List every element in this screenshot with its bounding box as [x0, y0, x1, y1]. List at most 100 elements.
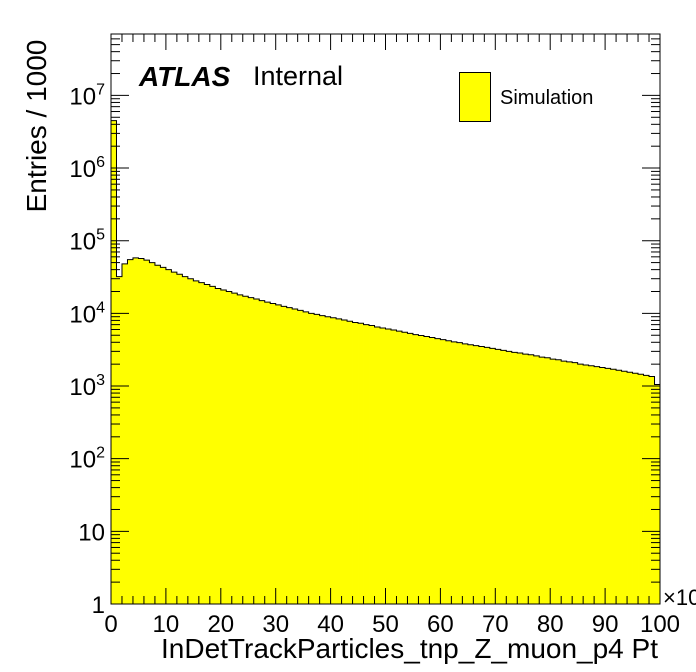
- histogram-bar: [643, 375, 650, 604]
- histogram-bar: [281, 306, 288, 604]
- histogram-bar: [270, 303, 277, 604]
- histogram-bar: [451, 341, 458, 604]
- x-tick-label: 50: [372, 611, 399, 638]
- histogram-bar: [297, 310, 304, 604]
- y-tick-label: 105: [69, 227, 105, 256]
- histogram-bar: [138, 258, 145, 604]
- histogram-bar: [176, 274, 183, 604]
- histogram-bar: [555, 359, 562, 604]
- histogram-bar: [160, 267, 167, 604]
- histogram-bar: [242, 296, 249, 604]
- histogram-bar: [182, 276, 189, 604]
- x-axis-label: InDetTrackParticles_tnp_Z_muon_p4 Pt: [161, 633, 658, 664]
- histogram-bar: [319, 315, 326, 604]
- histogram-bar: [380, 327, 386, 604]
- histogram-bar: [539, 357, 546, 604]
- histogram-bar: [308, 313, 315, 604]
- x-tick-label: 0: [104, 611, 117, 638]
- atlas-label: ATLAS: [139, 61, 231, 92]
- histogram-bar: [116, 276, 123, 604]
- x-tick-label: 10: [153, 611, 180, 638]
- histogram-bar: [253, 298, 260, 604]
- histogram-bar: [325, 316, 331, 604]
- histogram-bar: [550, 359, 557, 604]
- histogram-bar: [533, 355, 540, 604]
- y-tick-label: 107: [69, 81, 105, 110]
- x-tick-labels: 0 10 20 30 40 50 60 70 80 90 100: [104, 611, 680, 638]
- histogram-bar: [500, 350, 507, 604]
- histogram-bar: [275, 304, 282, 604]
- histogram-bar: [638, 374, 644, 604]
- y-tick-label: 104: [69, 299, 105, 328]
- histogram-bar: [440, 339, 447, 604]
- x-tick-label: 100: [640, 611, 680, 638]
- histogram-bar: [259, 300, 266, 604]
- histogram-step-line: [110, 120, 661, 604]
- histogram-bar: [220, 289, 227, 604]
- histogram-bar: [132, 257, 139, 604]
- histogram-bar: [215, 288, 222, 604]
- histogram-bar: [401, 332, 408, 604]
- histogram-bar: [566, 361, 573, 604]
- histogram-bar: [445, 340, 452, 604]
- histogram-bar: [369, 325, 375, 604]
- histogram-bar: [111, 120, 117, 604]
- histogram-bar: [654, 384, 661, 604]
- x-tick-label: 90: [592, 611, 619, 638]
- histogram-bar: [605, 368, 611, 604]
- histogram-bars: [111, 120, 661, 604]
- histogram-bar: [462, 343, 469, 604]
- histogram-bar: [511, 352, 518, 604]
- histogram-bar: [407, 333, 414, 604]
- x-tick-label: 30: [262, 611, 289, 638]
- x-tick-label: 70: [482, 611, 509, 638]
- histogram-bar: [303, 311, 310, 604]
- histogram-bar: [434, 338, 441, 604]
- histogram-bar: [149, 262, 156, 604]
- histogram-bar: [473, 345, 480, 604]
- histogram-bar: [314, 314, 321, 604]
- histogram-bar: [616, 370, 622, 604]
- histogram-bar: [226, 291, 233, 604]
- histogram-bar: [171, 272, 178, 604]
- histogram-bar: [237, 294, 244, 604]
- y-tick-label: 102: [69, 445, 105, 474]
- histogram-bar: [572, 362, 579, 604]
- y-axis-label: Entries / 1000: [21, 39, 52, 213]
- histogram-bar: [528, 354, 535, 604]
- histogram-bar: [154, 265, 161, 604]
- histogram-bar: [127, 259, 134, 604]
- y-tick-labels: 1 10 102 103 104 105 106 107: [69, 81, 105, 619]
- histogram-bar: [330, 317, 337, 604]
- histogram-bar: [143, 260, 150, 604]
- histogram-bar: [396, 331, 403, 604]
- histogram-bar: [264, 302, 271, 604]
- histogram-bar: [627, 372, 633, 604]
- histogram-bar: [429, 337, 436, 604]
- histogram-bar: [506, 351, 513, 604]
- histogram-bar: [352, 322, 359, 604]
- histogram-bar: [412, 334, 419, 604]
- y-tick-label: 106: [69, 154, 105, 183]
- histogram-bar: [292, 308, 299, 604]
- axis-ticks: [110, 33, 661, 605]
- histogram-bar: [385, 328, 392, 604]
- y-tick-label: 1: [92, 592, 105, 619]
- legend-label-simulation: Simulation: [500, 87, 594, 109]
- histogram-bar: [522, 354, 529, 604]
- histogram-bar: [347, 321, 353, 604]
- histogram-bar: [390, 330, 397, 604]
- histogram-bar: [621, 371, 628, 604]
- histogram-bar: [544, 357, 551, 604]
- histogram-bar: [121, 263, 128, 604]
- histogram-bar: [193, 280, 200, 604]
- histogram-bar: [231, 293, 238, 604]
- histogram-bar: [423, 336, 430, 604]
- histogram-bar: [374, 326, 381, 604]
- histogram-bar: [599, 367, 606, 604]
- histogram-bar: [187, 278, 194, 604]
- histogram-bar: [517, 352, 524, 604]
- x-tick-label: 20: [207, 611, 234, 638]
- histogram-bar: [478, 346, 485, 604]
